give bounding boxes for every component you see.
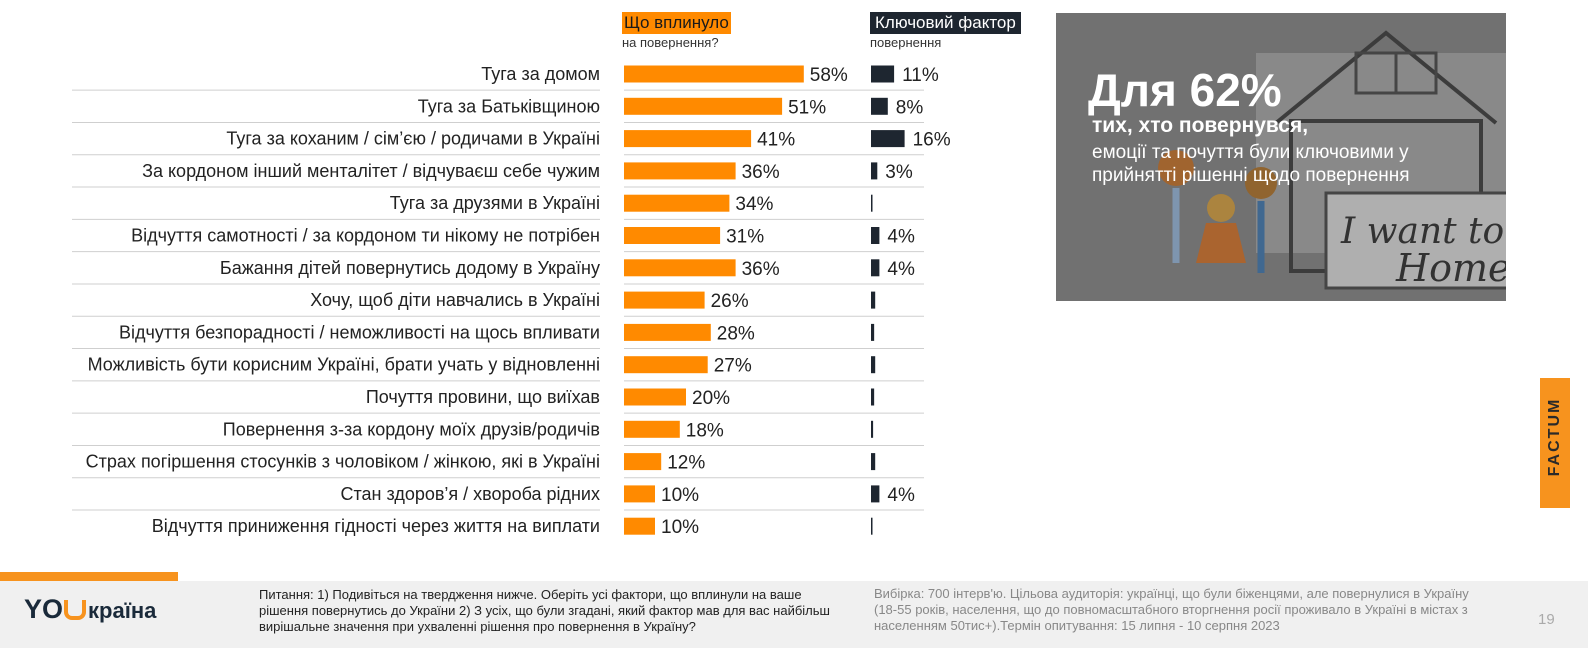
influence-bar: [624, 420, 680, 438]
key-factor-bar: [871, 356, 876, 374]
influence-value-label: 36%: [742, 162, 780, 183]
key-factor-value-label: 8%: [896, 97, 924, 118]
key-factor-bar: [871, 227, 880, 244]
influence-bar: [624, 453, 662, 471]
key-factor-bar: [871, 194, 873, 212]
category-label: Туга за Батьківщиною: [418, 96, 600, 116]
key-factor-bar: [871, 517, 873, 535]
influence-value-label: 34%: [735, 194, 773, 215]
highlight-panel: I want to Home Для 62% тих, хто повернув…: [1056, 13, 1506, 301]
category-label: Бажання дітей повернутись додому в Украї…: [220, 258, 600, 278]
key-factor-bar: [871, 323, 875, 341]
key-factor-value-label: 4%: [887, 485, 915, 506]
category-label: Можливість бути корисним Україні, брати …: [88, 355, 600, 375]
category-label: Туга за коханим / сім’єю / родичами в Ук…: [226, 129, 600, 149]
category-label: Почуття провини, що виїхав: [366, 387, 600, 407]
influence-bar: [624, 323, 711, 341]
key-factor-bar: [871, 485, 880, 503]
factum-logo: FACTUM: [1540, 378, 1570, 508]
legend-influenced: Що вплинуло на повернення?: [622, 12, 731, 51]
influence-bar: [624, 194, 730, 212]
influence-bar: [624, 130, 752, 148]
influence-value-label: 27%: [714, 356, 752, 377]
influence-bar: [624, 259, 736, 277]
influence-value-label: 41%: [757, 130, 795, 151]
category-label: Туга за друзями в Україні: [390, 193, 600, 213]
influence-bar: [624, 162, 736, 180]
youkraina-logo: YO країна: [24, 594, 156, 625]
influence-value-label: 12%: [667, 453, 705, 474]
key-factor-value-label: 3%: [885, 162, 913, 183]
key-factor-value-label: 4%: [887, 259, 915, 280]
influence-bar: [624, 388, 686, 406]
category-label: Відчуття самотності / за кордоном ти нік…: [131, 226, 600, 246]
influence-bar: [624, 485, 655, 503]
bar-chart: Туга за домом 58% 11% Туга за Батьківщиною 5…: [72, 64, 951, 538]
panel-subtitle: тих, хто повернувся,: [1092, 114, 1309, 137]
influence-value-label: 10%: [661, 485, 699, 506]
key-factor-bar: [871, 420, 874, 438]
footer: YO країна Питання: 1) Подивіться на тверд…: [0, 581, 1588, 648]
influence-value-label: 26%: [711, 291, 749, 312]
category-label: Хочу, щоб діти навчались в Україні: [310, 290, 600, 310]
key-factor-bar: [871, 291, 876, 309]
influence-bar: [624, 356, 708, 374]
influence-value-label: 20%: [692, 388, 730, 409]
legend-key-factor: Ключовий фактор повернення: [870, 12, 1021, 51]
influence-value-label: 58%: [810, 65, 848, 86]
child-drawing-image: I want to Home: [1056, 13, 1506, 301]
logo-you: YO: [24, 594, 64, 624]
influence-value-label: 31%: [726, 227, 764, 248]
logo-u-mark: [64, 600, 87, 620]
influence-value-label: 28%: [717, 323, 755, 344]
legend-key-factor-subtitle: повернення: [870, 35, 942, 50]
category-label: Страх погіршення стосунків з чоловіком /…: [86, 452, 600, 472]
influence-bar: [624, 227, 721, 244]
drawing-text-home: Home: [1395, 246, 1506, 290]
influence-value-label: 51%: [788, 97, 826, 118]
legend-influenced-subtitle: на повернення?: [622, 35, 719, 50]
key-factor-bar: [871, 130, 905, 148]
sample-note: Вибірка: 700 інтерв'ю. Цільова аудиторія…: [874, 586, 1469, 633]
legend-influenced-title: Що вплинуло: [622, 12, 731, 34]
category-label: Повернення з-за кордону моїх друзів/роди…: [223, 419, 600, 439]
category-label: Відчуття безпорадності / неможливості на…: [119, 322, 600, 342]
page-number: 19: [1538, 611, 1555, 628]
key-factor-value-label: 4%: [887, 227, 915, 248]
key-factor-bar: [871, 453, 876, 471]
drawing-text-want: I want to: [1340, 211, 1504, 252]
key-factor-bar: [871, 65, 895, 83]
influence-value-label: 18%: [686, 420, 724, 441]
key-factor-value-label: 16%: [913, 130, 951, 151]
category-label: Туга за домом: [481, 64, 600, 84]
category-label: Стан здоров’я / хвороба рідних: [340, 484, 600, 504]
influence-value-label: 10%: [661, 517, 699, 538]
panel-description: емоції та почуття були ключовими у прийн…: [1092, 142, 1410, 186]
panel-big-number: Для 62%: [1088, 64, 1282, 116]
legend-key-factor-title: Ключовий фактор: [870, 12, 1021, 34]
influence-bar: [624, 291, 705, 309]
logo-ukraina: країна: [88, 598, 157, 623]
category-label: Відчуття приниження гідності через життя…: [152, 516, 600, 536]
key-factor-bar: [871, 259, 880, 277]
influence-bar: [624, 517, 655, 535]
footer-accent-bar: [0, 572, 178, 581]
key-factor-bar: [871, 97, 888, 115]
survey-question: Питання: 1) Подивіться на твердження ниж…: [259, 587, 830, 634]
category-label: За кордоном інший менталітет / відчуваєш…: [142, 161, 600, 181]
key-factor-value-label: 11%: [902, 65, 939, 86]
influence-value-label: 36%: [742, 259, 780, 280]
factum-logo-text: FACTUM: [1546, 397, 1563, 477]
influence-bar: [624, 97, 783, 115]
key-factor-bar: [871, 388, 875, 406]
influence-bar: [624, 65, 804, 83]
key-factor-bar: [871, 162, 878, 180]
